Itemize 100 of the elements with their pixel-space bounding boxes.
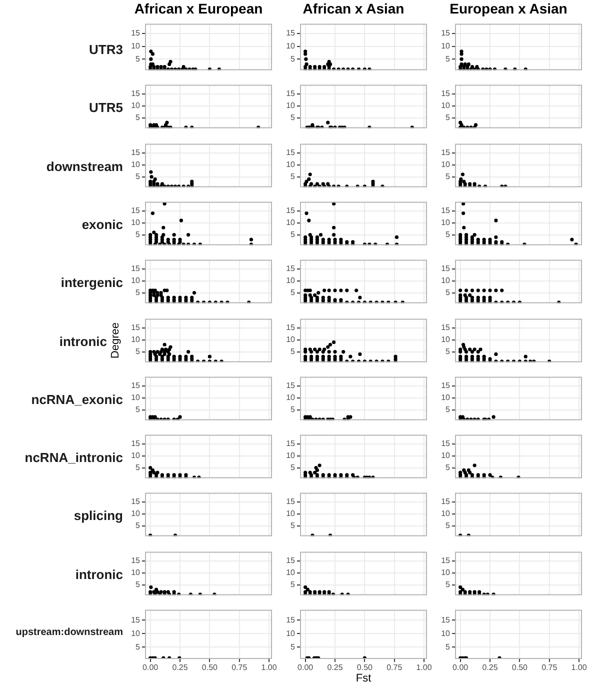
y-tick-label: 10 <box>441 509 451 518</box>
y-tick-label: 15 <box>441 439 451 448</box>
x-tick-label: 1.00 <box>571 663 588 672</box>
x-tick-label: 0.00 <box>142 663 159 672</box>
y-tick-label: 5 <box>136 288 141 298</box>
y-tick-label: 15 <box>441 264 451 274</box>
y-tick-label: 10 <box>286 628 296 638</box>
x-tick-label: 0.50 <box>202 663 218 672</box>
y-tick-label: 5 <box>136 521 141 530</box>
y-tick-label: 5 <box>446 288 451 298</box>
y-tick-label: 10 <box>441 392 451 402</box>
y-tick-label: 5 <box>136 113 141 122</box>
y-tick-label: 10 <box>286 101 296 110</box>
y-tick-label: 10 <box>441 334 451 344</box>
chart-title: African x Asian <box>302 0 404 16</box>
y-tick-label: 10 <box>441 101 451 110</box>
y-tick-label: 10 <box>131 509 141 518</box>
y-tick-label: 15 <box>286 148 296 157</box>
text: downstream <box>45 158 123 176</box>
y-tick-label: 5 <box>446 346 451 356</box>
y-tick-label: 15 <box>286 497 296 506</box>
y-tick-label: 15 <box>131 497 141 506</box>
y-tick-label: 15 <box>441 556 451 565</box>
y-tick-label: 5 <box>136 172 141 181</box>
y-tick-label: 15 <box>286 322 296 332</box>
x-tick-label: 0.50 <box>356 663 374 672</box>
y-tick-label: 5 <box>446 113 451 122</box>
y-tick-label: 5 <box>136 642 141 652</box>
y-tick-label: 5 <box>290 172 296 181</box>
y-tick-label: 5 <box>446 642 451 652</box>
y-tick-label: 15 <box>286 439 296 448</box>
text: ncRNA_exonic <box>30 390 123 409</box>
y-tick-label: 15 <box>441 206 451 215</box>
x-tick-label: 0.75 <box>386 663 403 672</box>
y-tick-label: 15 <box>131 148 141 157</box>
y-tick-label: 15 <box>286 556 296 565</box>
y-tick-label: 10 <box>286 334 296 344</box>
y-tick-label: 5 <box>290 580 296 589</box>
y-tick-label: 10 <box>441 42 451 51</box>
y-tick-label: 10 <box>441 568 451 577</box>
x-tick-label: 1.00 <box>416 663 432 672</box>
y-tick-label: 15 <box>441 28 451 38</box>
y-tick-label: 5 <box>136 230 141 239</box>
y-tick-label: 5 <box>446 404 451 414</box>
chart-title: African x European <box>134 0 263 16</box>
y-tick-label: 15 <box>441 615 451 624</box>
y-tick-label: 5 <box>290 404 296 414</box>
y-tick-label: 10 <box>286 568 296 577</box>
y-tick-label: 5 <box>290 288 296 298</box>
y-tick-label: 10 <box>286 451 296 460</box>
y-tick-label: 15 <box>286 89 296 98</box>
y-tick-label: 5 <box>446 54 451 64</box>
x-tick-label: 0.25 <box>172 663 188 672</box>
y-tick-label: 15 <box>131 89 141 98</box>
y-tick-label: 10 <box>286 218 296 227</box>
y-tick-label: 5 <box>136 580 141 589</box>
y-tick-label: 10 <box>286 42 296 51</box>
y-tick-label: 10 <box>441 628 451 638</box>
y-tick-label: 15 <box>286 206 296 215</box>
x-tick-label: 0.00 <box>452 663 469 672</box>
y-tick-label: 10 <box>131 392 141 402</box>
x-tick-label: 0.50 <box>512 663 528 672</box>
x-axis-title: Fst <box>356 672 372 684</box>
y-tick-label: 5 <box>446 230 451 239</box>
y-tick-label: 15 <box>441 497 451 506</box>
text: splicing <box>72 507 123 526</box>
y-tick-label: 5 <box>290 521 296 530</box>
y-tick-label: 5 <box>290 642 296 652</box>
y-tick-label: 15 <box>286 264 296 274</box>
y-tick-label: 5 <box>136 54 141 64</box>
y-tick-label: 5 <box>446 521 451 530</box>
y-tick-label: 15 <box>131 615 141 624</box>
y-tick-label: 5 <box>446 172 451 181</box>
y-tick-label: 10 <box>441 276 451 286</box>
y-tick-label: 5 <box>290 346 296 356</box>
y-tick-label: 5 <box>290 230 296 239</box>
text: UTR3 <box>88 41 123 59</box>
y-tick-label: 15 <box>441 89 451 98</box>
y-tick-label: 15 <box>131 206 141 215</box>
y-tick-label: 15 <box>131 264 141 274</box>
y-tick-label: 5 <box>446 580 451 589</box>
y-tick-label: 10 <box>131 568 141 577</box>
y-tick-label: 5 <box>290 54 296 64</box>
y-tick-label: 15 <box>441 322 451 332</box>
y-tick-label: 10 <box>131 276 141 286</box>
text: exonic <box>80 216 123 234</box>
y-tick-label: 10 <box>286 276 296 286</box>
y-tick-label: 10 <box>131 218 141 227</box>
y-tick-label: 15 <box>286 615 296 624</box>
text: upstream:downstream <box>14 626 123 640</box>
y-tick-label: 15 <box>131 380 141 390</box>
y-tick-label: 10 <box>286 509 296 518</box>
y-tick-label: 10 <box>286 392 296 402</box>
y-tick-label: 5 <box>136 404 141 414</box>
text: UTR5 <box>88 99 123 118</box>
x-tick-label: 0.25 <box>482 663 498 672</box>
text: ncRNA_intronic <box>24 449 123 468</box>
y-tick-label: 15 <box>441 380 451 390</box>
chart-title: European x Asian <box>450 0 568 16</box>
y-tick-label: 5 <box>446 463 451 472</box>
